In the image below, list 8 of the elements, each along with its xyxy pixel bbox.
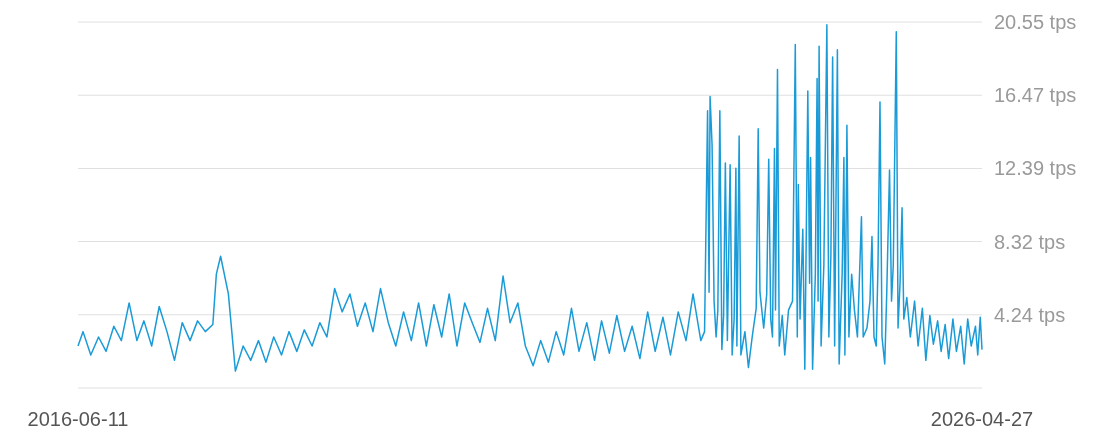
y-tick-label: 20.55 tps: [994, 11, 1077, 33]
x-tick-label: 2026-04-27: [930, 408, 1034, 430]
y-tick-label: 8.32 tps: [994, 230, 1066, 253]
y-tick-label: 16.47 tps: [994, 84, 1077, 107]
line-series: [77, 23, 983, 372]
x-tick-label: 2016-06-11: [27, 408, 129, 430]
y-tick-label: 4.24 tps: [994, 303, 1066, 326]
y-tick-label: 12.39 tps: [994, 157, 1077, 180]
